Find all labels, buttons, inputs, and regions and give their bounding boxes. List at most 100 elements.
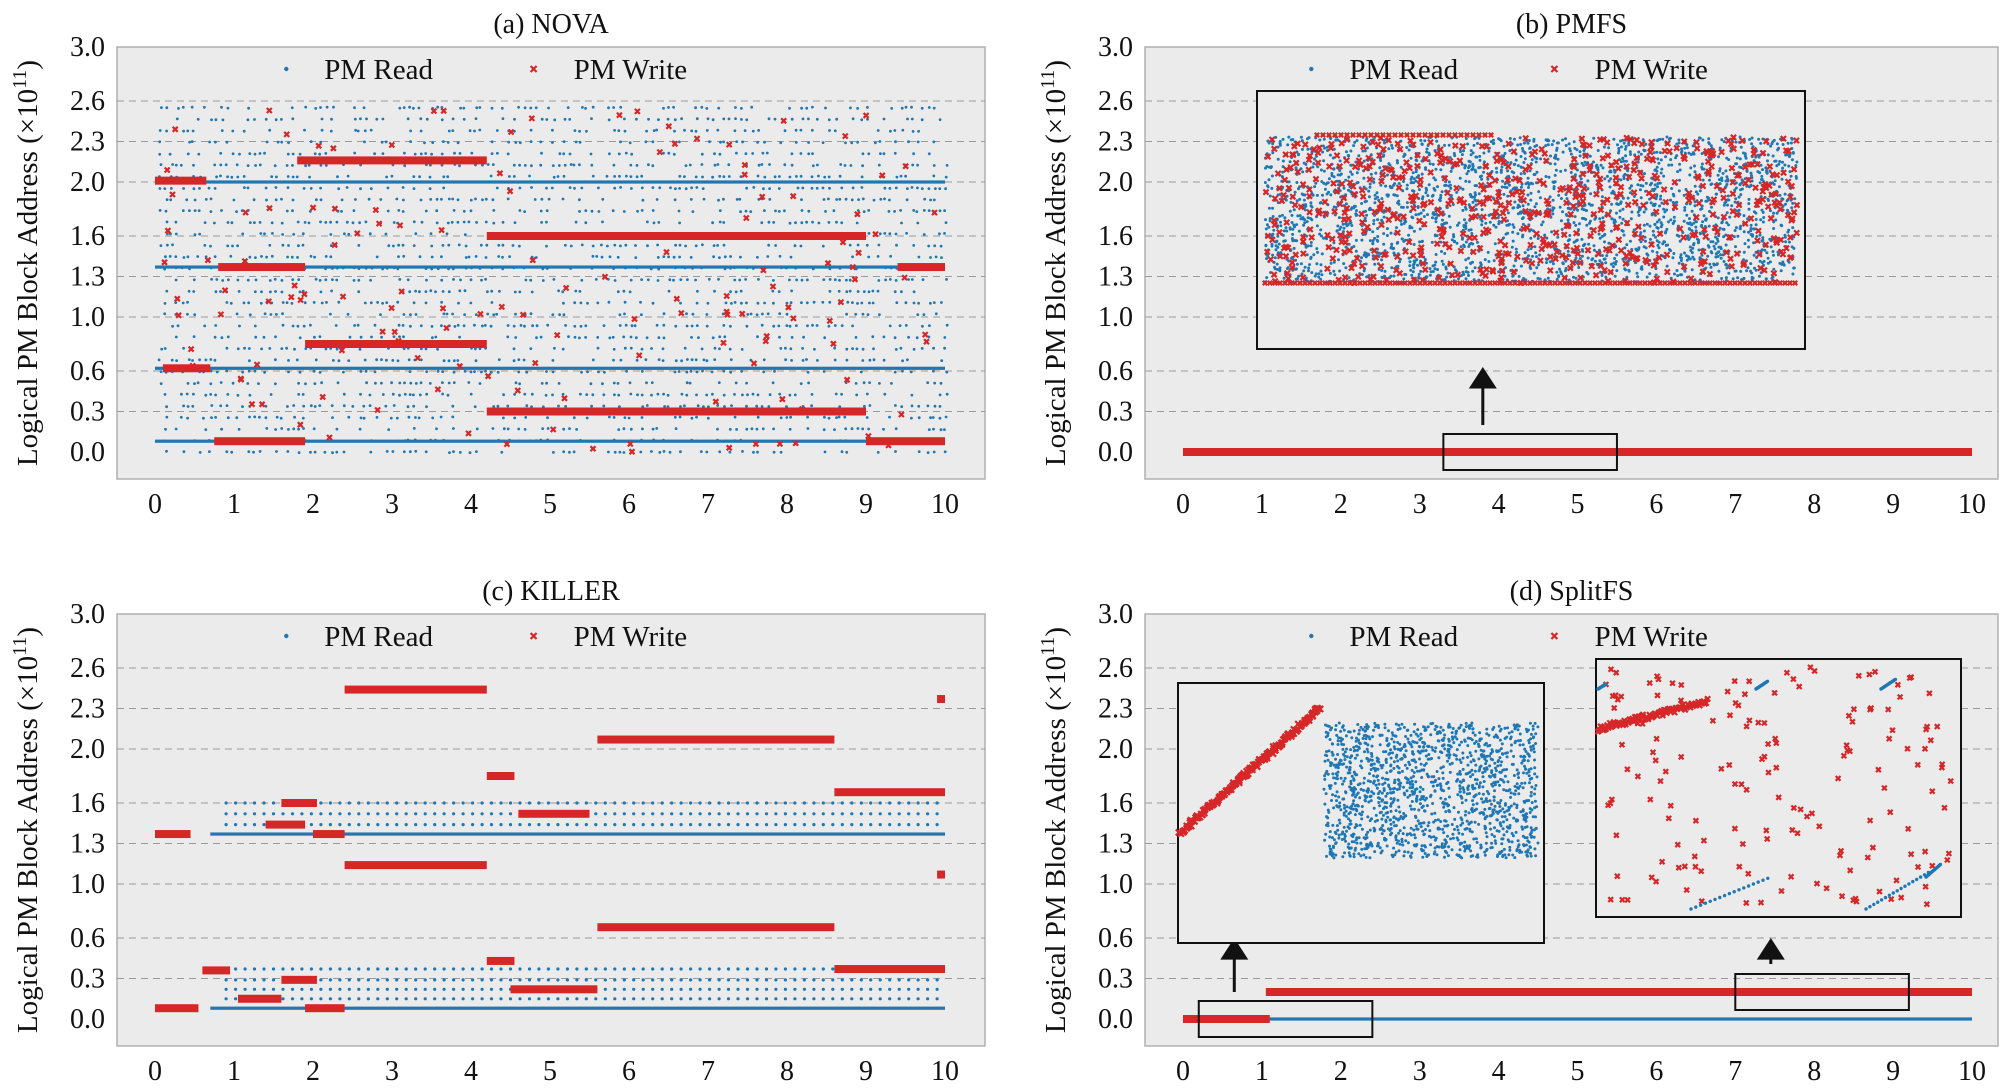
read-point <box>927 187 931 191</box>
inset-read-point <box>1360 202 1364 205</box>
read-point <box>512 359 516 363</box>
y-tick-label: 0.3 <box>1098 397 1133 428</box>
read-point <box>910 404 914 408</box>
write-point <box>291 282 298 289</box>
read-point <box>290 302 294 305</box>
inset-read-point <box>1735 209 1739 213</box>
read-point <box>363 140 366 144</box>
inset-read-point <box>1671 192 1675 196</box>
read-point <box>192 392 195 396</box>
inset-read-point <box>1282 276 1286 280</box>
inset-write-point <box>1343 157 1350 164</box>
inset-read-point <box>1455 241 1459 245</box>
inset-read-point <box>1319 228 1323 232</box>
read-point <box>274 358 277 362</box>
read-point <box>683 404 686 408</box>
read-point <box>811 105 814 109</box>
read-point <box>717 277 720 281</box>
inset-read-point <box>1349 170 1353 174</box>
read-point <box>468 451 472 455</box>
read-point <box>260 347 263 351</box>
inset-read-point <box>1471 164 1475 168</box>
read-point <box>324 347 328 351</box>
inset-read-point <box>1367 195 1371 199</box>
read-point <box>320 301 324 305</box>
read-point <box>772 279 775 282</box>
inset-read-point <box>1735 162 1739 166</box>
read-point <box>756 415 760 419</box>
read-point <box>238 152 241 156</box>
read-point <box>711 221 714 225</box>
read-point <box>446 175 450 179</box>
inset-read-point <box>1605 254 1609 258</box>
write-point <box>548 407 555 414</box>
inset-read-point <box>1551 209 1555 212</box>
write-point <box>885 442 892 449</box>
inset-read-point <box>1360 273 1364 276</box>
inset-read-point <box>1322 159 1326 163</box>
write-point <box>529 256 537 264</box>
inset-read-point <box>1361 149 1365 153</box>
read-point <box>713 358 717 361</box>
read-point <box>690 186 693 190</box>
inset-read-point <box>1572 221 1576 225</box>
read-point <box>263 312 267 316</box>
inset-read-point <box>1480 223 1484 227</box>
inset-read-point <box>1473 137 1477 141</box>
write-point <box>855 249 862 257</box>
read-point <box>550 186 554 190</box>
read-point <box>651 140 655 144</box>
inset-read-point <box>1309 257 1313 260</box>
read-point <box>292 427 296 431</box>
read-point <box>478 382 482 385</box>
read-point <box>407 415 411 419</box>
inset-read-point <box>1386 173 1389 177</box>
read-point <box>430 325 434 328</box>
inset-read-point <box>1383 141 1386 145</box>
inset-write-point <box>1663 251 1671 259</box>
write-point <box>760 266 767 274</box>
read-point <box>253 152 257 156</box>
inset-read-point <box>1789 174 1793 178</box>
read-point <box>544 393 548 397</box>
read-point <box>613 129 616 132</box>
inset-read-point <box>1530 158 1534 162</box>
read-point <box>905 231 908 235</box>
read-point <box>204 428 208 431</box>
read-point <box>944 175 948 179</box>
inset-read-point <box>1573 215 1577 219</box>
read-point <box>889 129 892 133</box>
inset-read-point <box>1467 256 1470 260</box>
inset-read-point <box>1696 192 1700 196</box>
read-point <box>304 382 307 386</box>
read-point <box>846 300 850 304</box>
read-point <box>788 393 792 397</box>
read-point <box>498 289 501 293</box>
read-point <box>878 140 882 143</box>
read-point <box>280 118 283 121</box>
read-point <box>888 278 892 281</box>
read-point <box>540 151 543 155</box>
inset-read-point <box>1779 269 1783 273</box>
read-point <box>518 209 522 212</box>
read-point <box>672 105 675 109</box>
read-point <box>291 175 295 179</box>
inset-read-point <box>1784 202 1787 206</box>
read-point <box>535 336 538 340</box>
inset-read-point <box>1788 170 1792 174</box>
read-point <box>840 324 844 327</box>
read-point <box>722 243 726 247</box>
inset-read-point <box>1533 144 1537 148</box>
write-band <box>486 407 866 416</box>
inset-read-point <box>1299 262 1303 266</box>
write-point <box>591 233 599 241</box>
read-point <box>749 312 753 316</box>
write-point <box>477 310 484 318</box>
inset-read-point <box>1529 198 1533 202</box>
read-point <box>888 232 892 236</box>
inset-read-point <box>1675 269 1679 272</box>
read-point <box>492 209 496 212</box>
inset-read-point <box>1417 188 1421 192</box>
inset-read-point <box>1296 214 1300 218</box>
inset-write-point <box>1612 179 1620 187</box>
